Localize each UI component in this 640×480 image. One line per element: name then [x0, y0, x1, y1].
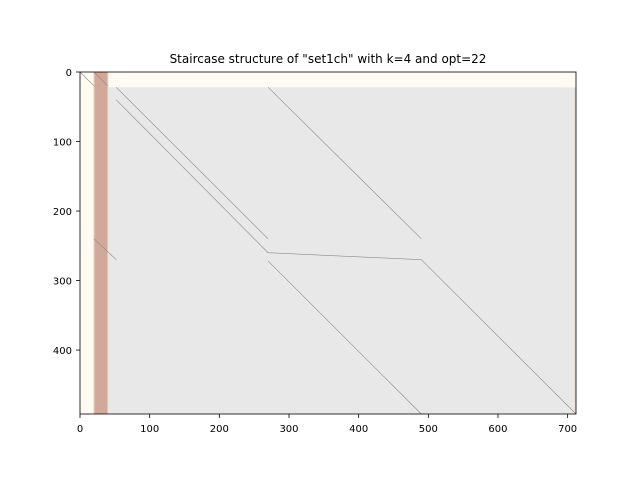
plot-frame — [79, 71, 577, 415]
x-tick-label: 300 — [279, 424, 298, 435]
staircase-line-6 — [93, 238, 117, 260]
y-tick-label: 100 — [53, 138, 72, 149]
y-tick-label: 400 — [53, 346, 72, 357]
region-main-block — [107, 87, 576, 414]
region-left-light-column — [80, 87, 94, 414]
staircase-line-8 — [267, 260, 422, 415]
x-axis: 0 100 200 300 400 500 600 700 — [77, 414, 577, 435]
x-tick-label: 100 — [140, 424, 159, 435]
staircase-line-7 — [268, 252, 422, 260]
region-upper-rows — [80, 72, 576, 88]
x-tick-label: 400 — [349, 424, 368, 435]
staircase-line-4 — [116, 99, 269, 253]
staircase-lines — [79, 71, 577, 415]
region-column-band — [93, 72, 108, 414]
x-tick-label: 700 — [558, 424, 577, 435]
x-tick-label: 200 — [210, 424, 229, 435]
staircase-line-3 — [116, 87, 269, 240]
x-tick-label: 600 — [488, 424, 507, 435]
chart-title: Staircase structure of "set1ch" with k=4… — [170, 52, 487, 66]
y-tick-label: 0 — [66, 68, 72, 79]
staircase-line-5 — [267, 87, 422, 240]
x-tick-label: 500 — [419, 424, 438, 435]
y-tick-label: 200 — [53, 207, 72, 218]
y-tick-label: 300 — [53, 277, 72, 288]
staircase-line-1 — [79, 71, 95, 87]
plot-regions — [80, 72, 577, 414]
staircase-line-9 — [421, 259, 577, 415]
x-tick-label: 0 — [77, 424, 83, 435]
y-axis: 0 100 200 300 400 — [53, 68, 80, 357]
staircase-line-2 — [93, 71, 109, 87]
